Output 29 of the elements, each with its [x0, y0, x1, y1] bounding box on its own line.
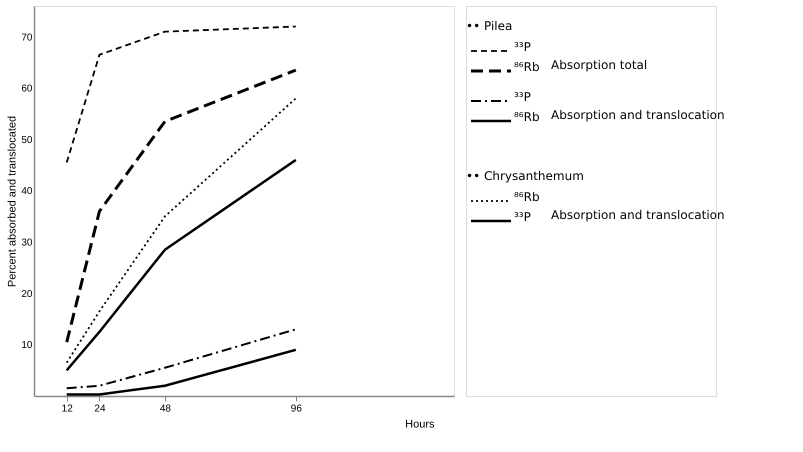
line-series [65, 158, 298, 372]
x-tick-label: 24 [94, 404, 106, 414]
legend-label: ⁸⁶Rb [514, 190, 540, 204]
text: Absorption total [551, 58, 648, 72]
y-tick-label: 40 [21, 186, 33, 198]
line-series [65, 68, 298, 344]
y-tick-label: 60 [21, 84, 33, 95]
legend-label: ⁸⁶Rb [514, 110, 540, 124]
y-tick-label: 20 [21, 288, 33, 300]
legend-label: ³³P [514, 210, 531, 224]
x-tick-label: 96 [290, 404, 302, 414]
y-tick-label: 50 [21, 134, 33, 146]
y-tick-label: 30 [21, 238, 33, 249]
line-series [66, 97, 297, 364]
legend-label: ³³P [514, 90, 531, 104]
x-tick-label: 12 [62, 404, 74, 414]
y-axis-title: Percent absorbed and translocated [6, 116, 18, 288]
text: Absorption and translocation [551, 108, 725, 122]
y-tick-label: 10 [21, 340, 33, 352]
x-tick-label: 48 [160, 404, 172, 414]
line-series [66, 328, 297, 390]
legend-label: ³³P [514, 40, 531, 54]
x-axis-title: Hours [405, 418, 435, 430]
text: •• Pilea [466, 19, 512, 33]
legend-label: ⁸⁶Rb [514, 60, 540, 74]
text: Absorption and translocation [551, 208, 725, 222]
line-series [66, 26, 297, 164]
text: •• Chrysanthemum [466, 169, 584, 183]
y-tick-label: 70 [21, 32, 33, 44]
